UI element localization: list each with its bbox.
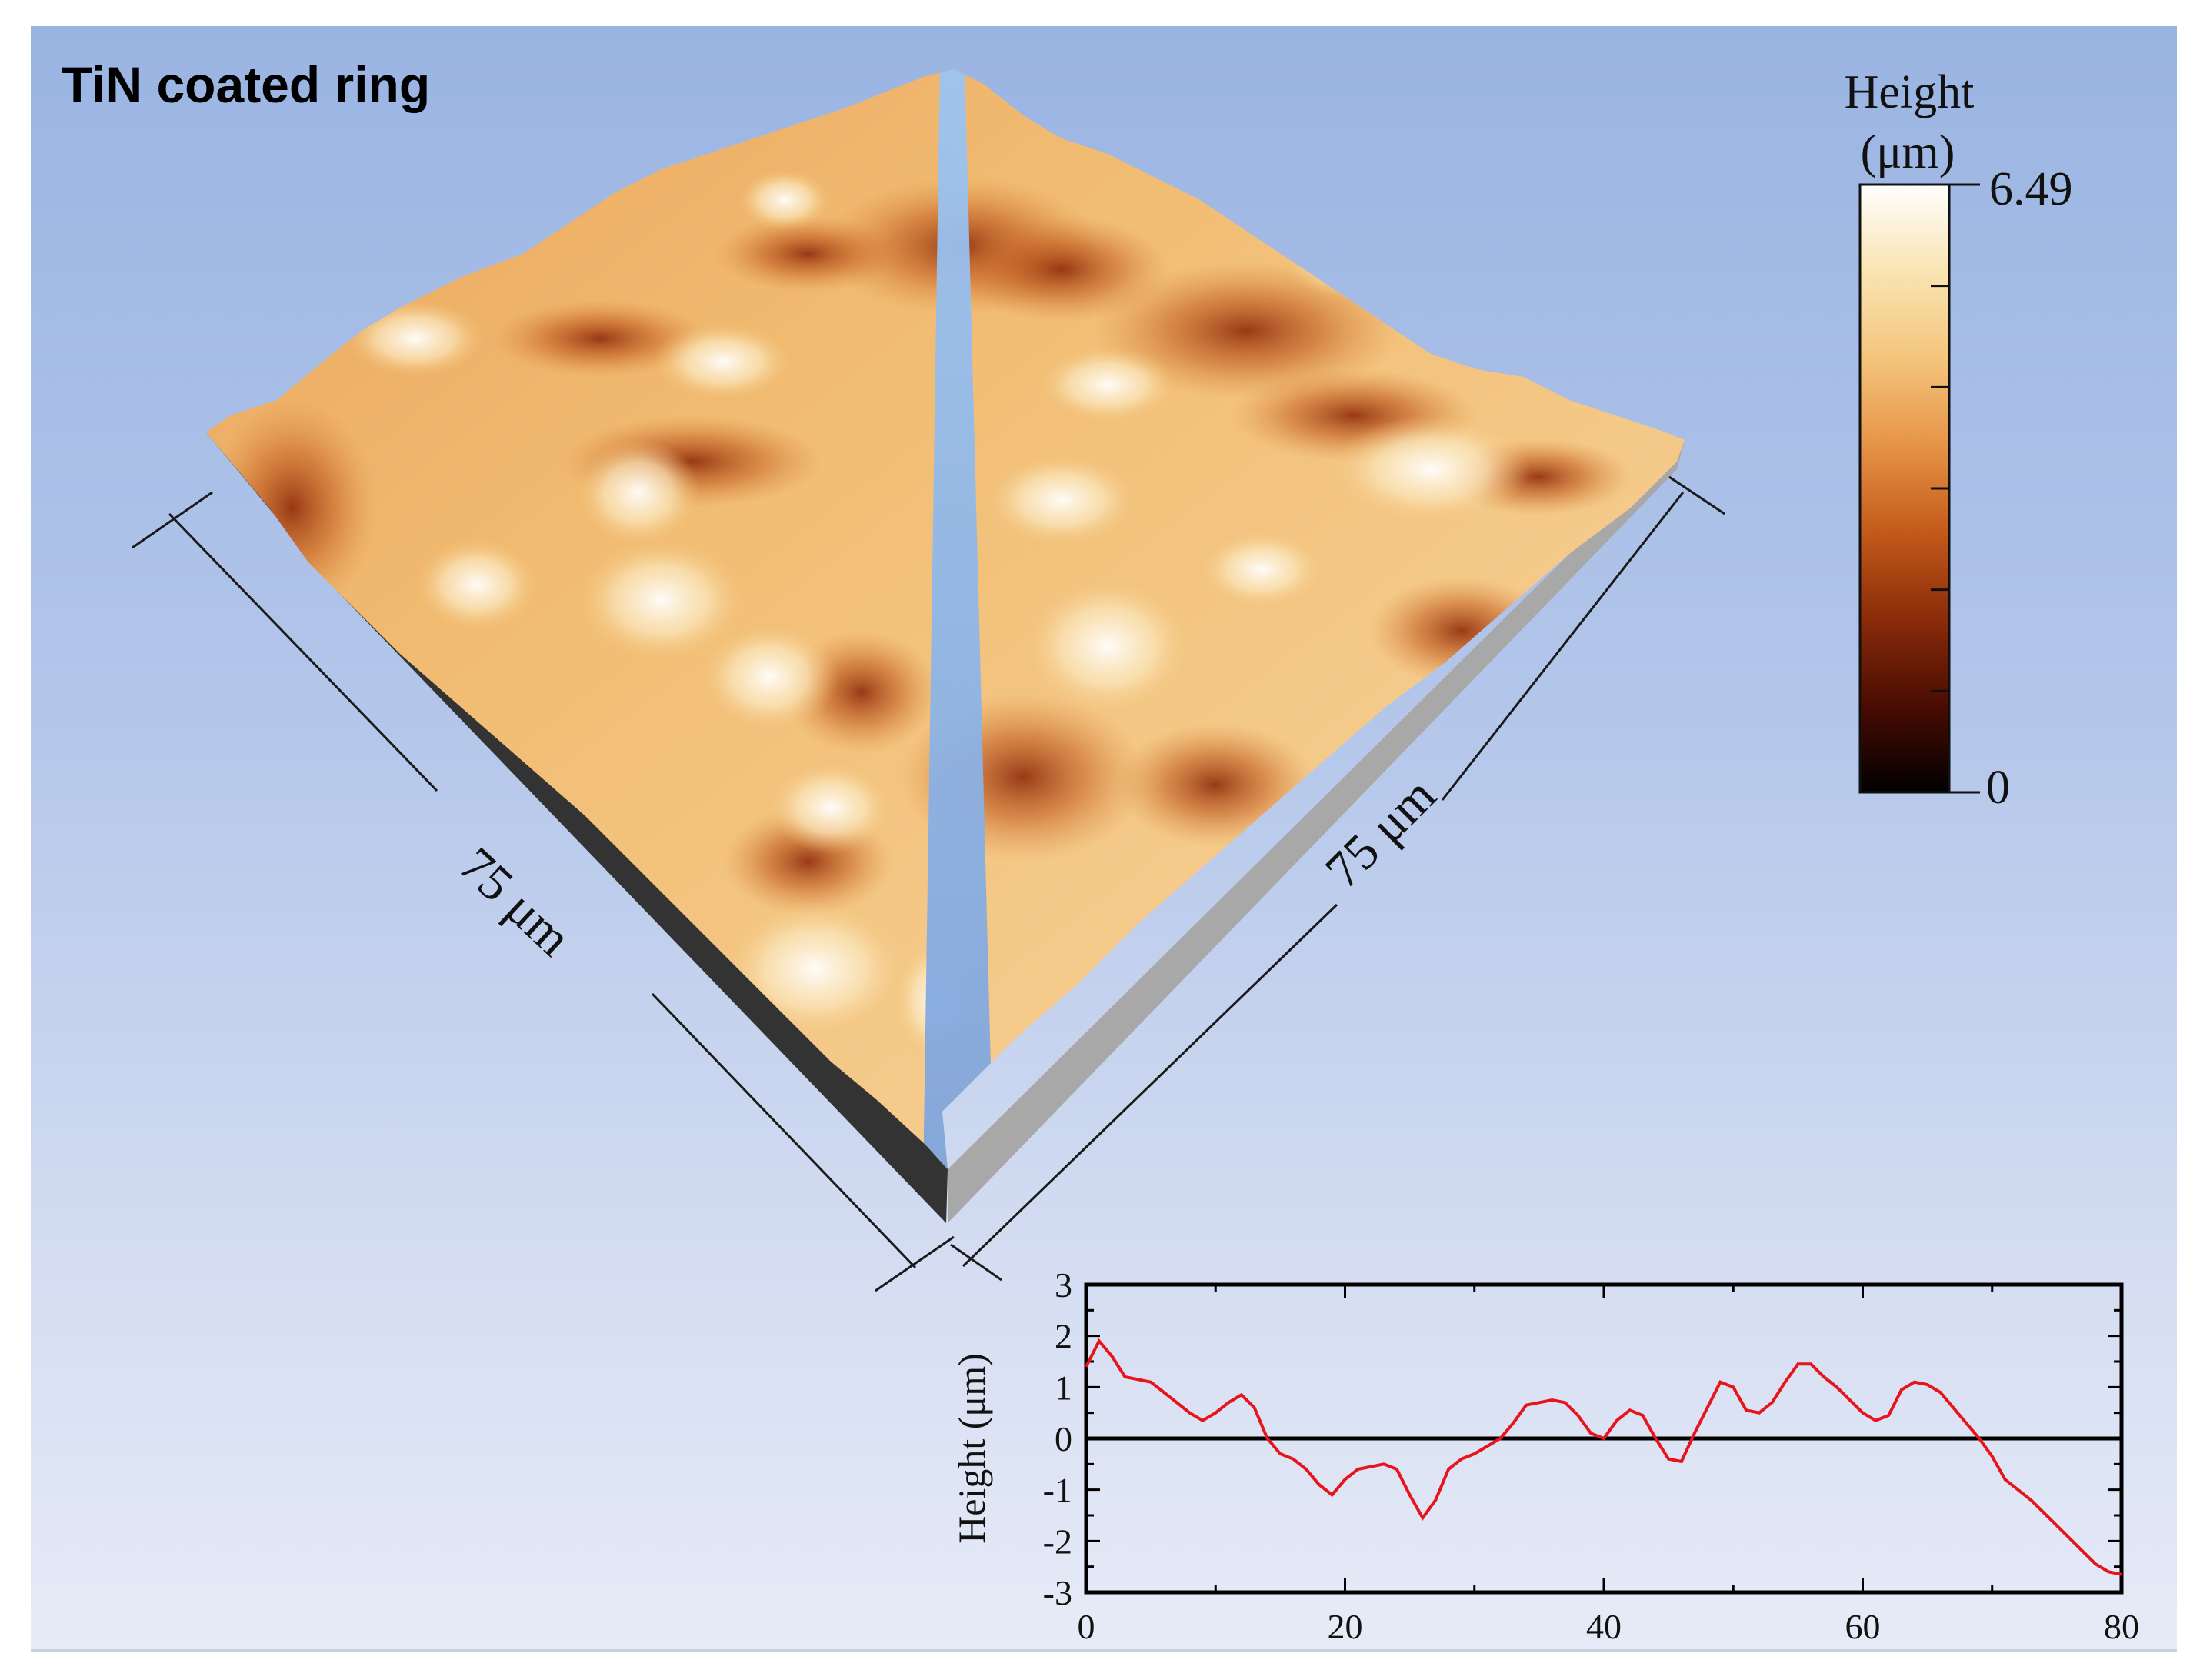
colorbar-min-label: 0 <box>1986 762 2010 814</box>
y-tick-label: 3 <box>1055 1265 1072 1305</box>
series-line-height-profile <box>1085 1338 2122 1576</box>
y-tick-label: 1 <box>1055 1368 1072 1407</box>
colorbar-ticks <box>1931 183 1980 794</box>
x-tick-labels: 0 20 40 60 80 <box>1078 1607 2140 1646</box>
y-tick-labels: 3 2 1 0 -1 -2 -3 <box>1043 1265 1072 1612</box>
x-tick-label: 0 <box>1078 1607 1095 1646</box>
x-tick-label: 80 <box>2104 1607 2139 1646</box>
right-dimension-lines <box>950 475 1725 1282</box>
left-dimension-lines <box>132 491 955 1292</box>
surface-right-wall <box>948 440 1685 1223</box>
y-tick-label: -1 <box>1043 1471 1072 1510</box>
bottom-divider <box>31 1649 2177 1652</box>
y-tick-label: -3 <box>1043 1573 1072 1612</box>
y-tick-label: 0 <box>1055 1419 1072 1458</box>
x-tick-label: 40 <box>1586 1607 1622 1646</box>
y-tick-label: -2 <box>1043 1522 1072 1561</box>
x-tick-label: 60 <box>1845 1607 1881 1646</box>
profile-line-marker <box>923 69 994 1169</box>
colorbar-title-line1: Height <box>1845 66 1975 118</box>
axis-ticks <box>1085 1283 2123 1594</box>
x-tick-label: 20 <box>1328 1607 1363 1646</box>
y-axis-label: Height (μm) <box>950 1353 993 1544</box>
figure-title: TiN coated ring <box>62 56 431 113</box>
y-tick-label: 2 <box>1055 1317 1072 1356</box>
colorbar-title-line2: (μm) <box>1861 126 1955 178</box>
colorbar-max-label: 6.49 <box>1989 163 2073 215</box>
